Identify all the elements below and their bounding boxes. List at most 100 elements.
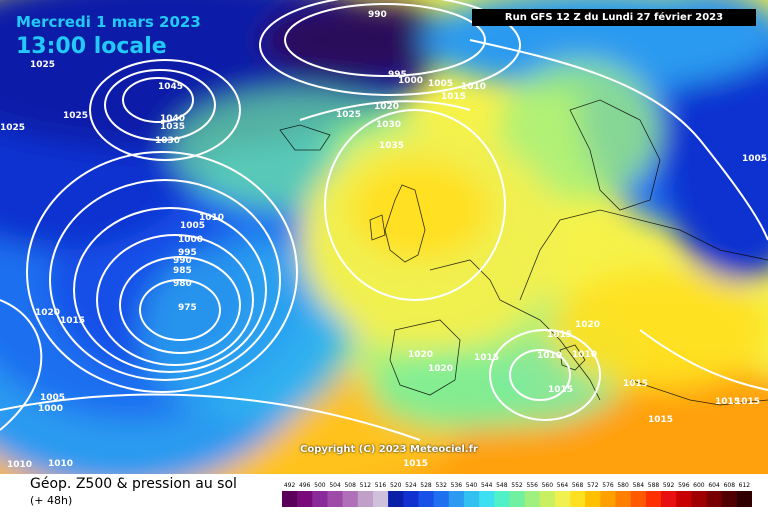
isobar-label-1005-a: 1005 bbox=[428, 79, 453, 89]
scale-label-604: 604 bbox=[708, 482, 720, 489]
isobar-label-1015-c: 1015 bbox=[474, 353, 499, 363]
scale-swatch-492 bbox=[282, 491, 298, 507]
scale-label-576: 576 bbox=[602, 482, 614, 489]
scale-swatch-496 bbox=[297, 491, 313, 507]
isobar-label-990-a: 990 bbox=[368, 10, 387, 20]
scale-label-556: 556 bbox=[526, 482, 538, 489]
isobar-label-1025-c: 1025 bbox=[63, 111, 88, 121]
scale-swatch-524 bbox=[403, 491, 419, 507]
isobar-label-995-b: 995 bbox=[178, 248, 197, 258]
scale-swatch-568 bbox=[570, 491, 586, 507]
scale-label-584: 584 bbox=[633, 482, 645, 489]
isobar-label-1005-b: 1005 bbox=[180, 221, 205, 231]
isobar-label-975: 975 bbox=[178, 303, 197, 313]
scale-swatch-508 bbox=[342, 491, 359, 507]
isobar-label-1015-e: 1015 bbox=[623, 379, 648, 389]
forecast-time: 13:00 locale bbox=[16, 34, 167, 59]
isobar-label-1000-a: 1000 bbox=[398, 76, 423, 86]
isobar-label-990-b: 990 bbox=[173, 256, 192, 266]
scale-swatch-580 bbox=[615, 491, 632, 507]
isobar-label-1015-a: 1015 bbox=[441, 92, 466, 102]
isobar-label-1010-c: 1010 bbox=[7, 460, 32, 470]
scale-swatch-552 bbox=[509, 491, 526, 507]
scale-swatch-544 bbox=[479, 491, 495, 507]
isobar-label-995: 995 bbox=[388, 70, 407, 80]
scale-label-520: 520 bbox=[390, 482, 402, 489]
isobar-label-1010-d: 1010 bbox=[48, 459, 73, 469]
scale-swatch-600 bbox=[691, 491, 708, 507]
forecast-date: Mercredi 1 mars 2023 bbox=[16, 13, 201, 31]
scale-label-500: 500 bbox=[314, 482, 326, 489]
isobar-label-1015-j: 1015 bbox=[403, 459, 428, 469]
scale-swatch-576 bbox=[600, 491, 617, 507]
scale-label-536: 536 bbox=[451, 482, 463, 489]
scale-label-608: 608 bbox=[724, 482, 736, 489]
isobar-label-1020-a: 1020 bbox=[374, 102, 399, 112]
isobar-label-1025-d: 1025 bbox=[336, 110, 361, 120]
isobar-label-1005-d: 1005 bbox=[742, 154, 767, 164]
scale-label-596: 596 bbox=[678, 482, 690, 489]
isobar-label-1010-a: 1010 bbox=[461, 82, 486, 92]
scale-label-612: 612 bbox=[739, 482, 751, 489]
isobar-label-1000-c: 1000 bbox=[38, 404, 63, 414]
scale-label-560: 560 bbox=[542, 482, 554, 489]
isobar-label-1030-b: 1030 bbox=[376, 120, 401, 130]
geopotential-map: 1025 1025 1045 1040 1035 1030 1025 990 9… bbox=[0, 0, 768, 474]
scale-label-508: 508 bbox=[344, 482, 356, 489]
scale-label-544: 544 bbox=[481, 482, 493, 489]
scale-swatch-592 bbox=[661, 491, 677, 507]
isobar-label-1010-e: 1010 bbox=[537, 351, 562, 361]
scale-label-532: 532 bbox=[435, 482, 447, 489]
scale-swatch-528 bbox=[418, 491, 435, 507]
scale-swatch-512 bbox=[357, 491, 374, 507]
isobar-label-1025-a: 1025 bbox=[30, 60, 55, 70]
color-scale-bar: 492 496 500 504 508 512 516 520 524 528 532 536 540 5… bbox=[282, 482, 752, 507]
isobar-label-1020-c: 1020 bbox=[408, 350, 433, 360]
scale-swatch-516 bbox=[373, 491, 389, 507]
isobar-label-1040: 1040 bbox=[160, 114, 185, 124]
copyright-text: Copyright (C) 2023 Meteociel.fr bbox=[300, 444, 478, 455]
scale-label-600: 600 bbox=[693, 482, 705, 489]
scale-label-492: 492 bbox=[284, 482, 296, 489]
scale-label-588: 588 bbox=[648, 482, 660, 489]
isobar-label-1025-b: 1025 bbox=[0, 123, 25, 133]
isobar-label-1020-b: 1020 bbox=[35, 308, 60, 318]
scale-swatch-540 bbox=[463, 491, 480, 507]
isobar-label-1015-g: 1015 bbox=[715, 397, 740, 407]
scale-label-504: 504 bbox=[329, 482, 341, 489]
scale-label-528: 528 bbox=[420, 482, 432, 489]
scale-label-540: 540 bbox=[466, 482, 478, 489]
scale-swatch-612 bbox=[736, 491, 752, 507]
isobar-label-1035-a: 1035 bbox=[160, 122, 185, 132]
isobar-label-1010-b: 1010 bbox=[199, 213, 224, 223]
scale-swatch-584 bbox=[630, 491, 647, 507]
scale-swatch-572 bbox=[585, 491, 601, 507]
scale-label-564: 564 bbox=[557, 482, 569, 489]
scale-swatch-500 bbox=[312, 491, 328, 507]
isobar-label-1030-a: 1030 bbox=[155, 136, 180, 146]
scale-label-552: 552 bbox=[511, 482, 523, 489]
scale-swatch-556 bbox=[524, 491, 541, 507]
scale-swatch-608 bbox=[721, 491, 738, 507]
isobar-label-1045: 1045 bbox=[158, 82, 183, 92]
scale-label-592: 592 bbox=[663, 482, 675, 489]
scale-swatch-520 bbox=[388, 491, 404, 507]
scale-label-512: 512 bbox=[360, 482, 372, 489]
isobar-label-980: 980 bbox=[173, 279, 192, 289]
isobar-label-1015-f: 1015 bbox=[648, 415, 673, 425]
isobar-label-1015-b: 1015 bbox=[60, 316, 85, 326]
scale-swatch-548 bbox=[494, 491, 510, 507]
isobar-label-1015-i: 1015 bbox=[548, 385, 573, 395]
scale-label-568: 568 bbox=[572, 482, 584, 489]
scale-label-548: 548 bbox=[496, 482, 508, 489]
scale-swatch-536 bbox=[448, 491, 465, 507]
scale-swatch-564 bbox=[554, 491, 571, 507]
isobar-label-1020-d: 1020 bbox=[428, 364, 453, 374]
isobar-label-1005-c: 1005 bbox=[40, 393, 65, 403]
isobar-label-985: 985 bbox=[173, 266, 192, 276]
scale-swatch-532 bbox=[433, 491, 450, 507]
isobar-label-1020-e: 1020 bbox=[575, 320, 600, 330]
isobar-label-1015-h: 1015 bbox=[735, 397, 760, 407]
scale-swatch-604 bbox=[706, 491, 723, 507]
